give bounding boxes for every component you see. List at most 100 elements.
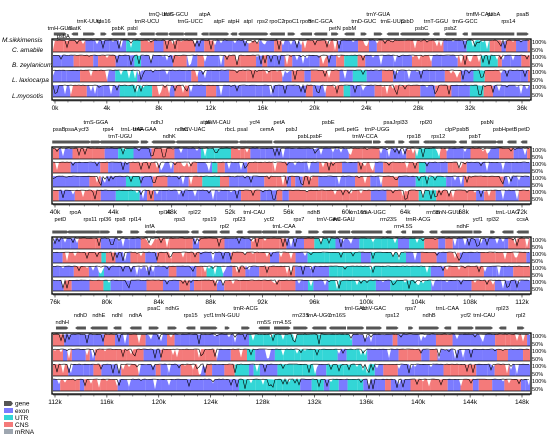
conservation-block xyxy=(140,162,153,173)
conservation-block xyxy=(229,85,242,97)
x-axis-tick-label: 100k xyxy=(359,299,374,306)
conservation-block xyxy=(429,349,438,361)
percent-label-100: 100% xyxy=(532,364,546,370)
conservation-block xyxy=(144,40,154,52)
conservation-block xyxy=(53,55,62,67)
conservation-block xyxy=(432,40,444,52)
conservation-block xyxy=(445,238,453,249)
conservation-block xyxy=(466,40,481,52)
gene-label: trnF-GAA xyxy=(133,127,157,133)
conservation-block xyxy=(405,252,421,263)
conservation-block xyxy=(246,70,263,82)
conservation-block xyxy=(61,70,67,82)
conservation-block xyxy=(53,252,63,263)
conservation-block xyxy=(115,252,131,263)
x-axis-tick-label: 16k xyxy=(257,105,268,112)
gene-arrow-icon xyxy=(457,326,474,330)
x-axis-tick-label: 56k xyxy=(283,209,294,216)
conservation-block xyxy=(182,349,195,361)
conservation-block xyxy=(321,190,327,201)
conservation-block xyxy=(303,334,321,346)
similarity-trace xyxy=(52,147,530,158)
conservation-block xyxy=(171,252,187,263)
conservation-block xyxy=(277,70,283,82)
gene-arrow-icon xyxy=(439,230,457,234)
gene-label: rrn4.5S xyxy=(273,320,292,326)
conservation-block xyxy=(404,40,411,52)
conservation-block xyxy=(231,252,247,263)
conservation-block xyxy=(189,334,205,346)
conservation-block xyxy=(447,162,453,173)
conservation-block xyxy=(375,334,384,346)
conservation-block xyxy=(414,364,429,376)
conservation-block xyxy=(294,349,301,361)
conservation-block xyxy=(337,266,343,277)
gene-arrow-icon xyxy=(110,32,126,36)
gene-label: trnR-ACG xyxy=(406,217,431,223)
conservation-block xyxy=(421,349,430,361)
conservation-block xyxy=(240,148,245,159)
conservation-block xyxy=(457,280,472,291)
gene-arrow-icon xyxy=(373,32,383,36)
conservation-block xyxy=(213,266,224,277)
gene-arrow-icon xyxy=(344,32,355,36)
gene-label: cemA xyxy=(260,127,275,133)
gene-arrow-icon xyxy=(432,32,440,36)
gene-arrow-icon xyxy=(53,32,67,36)
gene-label: trnW-CCA xyxy=(352,134,378,140)
conservation-block xyxy=(393,70,405,82)
x-axis-tick-label: 32k xyxy=(465,105,476,112)
gene-arrow-icon xyxy=(311,326,327,330)
conservation-block xyxy=(427,55,432,67)
conservation-block xyxy=(229,176,239,187)
legend-label: gene xyxy=(15,401,30,408)
gene-label: trnS-GCU xyxy=(164,12,189,18)
conservation-block xyxy=(336,162,343,173)
conservation-block xyxy=(497,55,502,67)
gene-label: psbK xyxy=(112,26,125,32)
gene-arrow-icon xyxy=(443,140,458,144)
conservation-block xyxy=(169,85,175,97)
conservation-block xyxy=(420,85,431,97)
conservation-block xyxy=(95,349,105,361)
conservation-block xyxy=(335,334,353,346)
conservation-block xyxy=(407,349,422,361)
conservation-block xyxy=(167,148,175,159)
gene-label: infA xyxy=(145,224,155,230)
gene-label: psaA xyxy=(65,127,78,133)
gene-label: atpE xyxy=(200,120,212,126)
conservation-block xyxy=(79,379,85,391)
conservation-block xyxy=(507,349,524,361)
conservation-block xyxy=(201,280,217,291)
conservation-block xyxy=(461,70,474,82)
conservation-block xyxy=(504,238,509,249)
conservation-block xyxy=(316,148,333,159)
conservation-block xyxy=(129,162,141,173)
x-axis-tick-label: 0k xyxy=(52,105,60,112)
percent-label-100: 100% xyxy=(532,334,546,340)
conservation-block xyxy=(302,364,317,376)
conservation-block xyxy=(191,70,199,82)
conservation-block xyxy=(342,40,359,52)
conservation-block xyxy=(351,280,368,291)
conservation-block xyxy=(307,252,325,263)
similarity-gap xyxy=(53,266,530,276)
conservation-block xyxy=(174,148,188,159)
conservation-block xyxy=(429,70,436,82)
conservation-block xyxy=(446,148,454,159)
conservation-block xyxy=(523,349,530,361)
conservation-block xyxy=(145,252,157,263)
conservation-block xyxy=(450,266,469,277)
conservation-block xyxy=(352,334,366,346)
gene-arrow-icon xyxy=(318,140,338,144)
gene-label: rps16 xyxy=(97,19,111,25)
conservation-block xyxy=(270,252,280,263)
conservation-block xyxy=(483,266,493,277)
conservation-block xyxy=(246,252,256,263)
conservation-block xyxy=(480,55,498,67)
conservation-block xyxy=(471,280,486,291)
conservation-block xyxy=(62,349,68,361)
gene-arrow-icon xyxy=(52,230,69,234)
gene-arrow-icon xyxy=(224,326,230,330)
gene-arrow-icon xyxy=(277,230,291,234)
